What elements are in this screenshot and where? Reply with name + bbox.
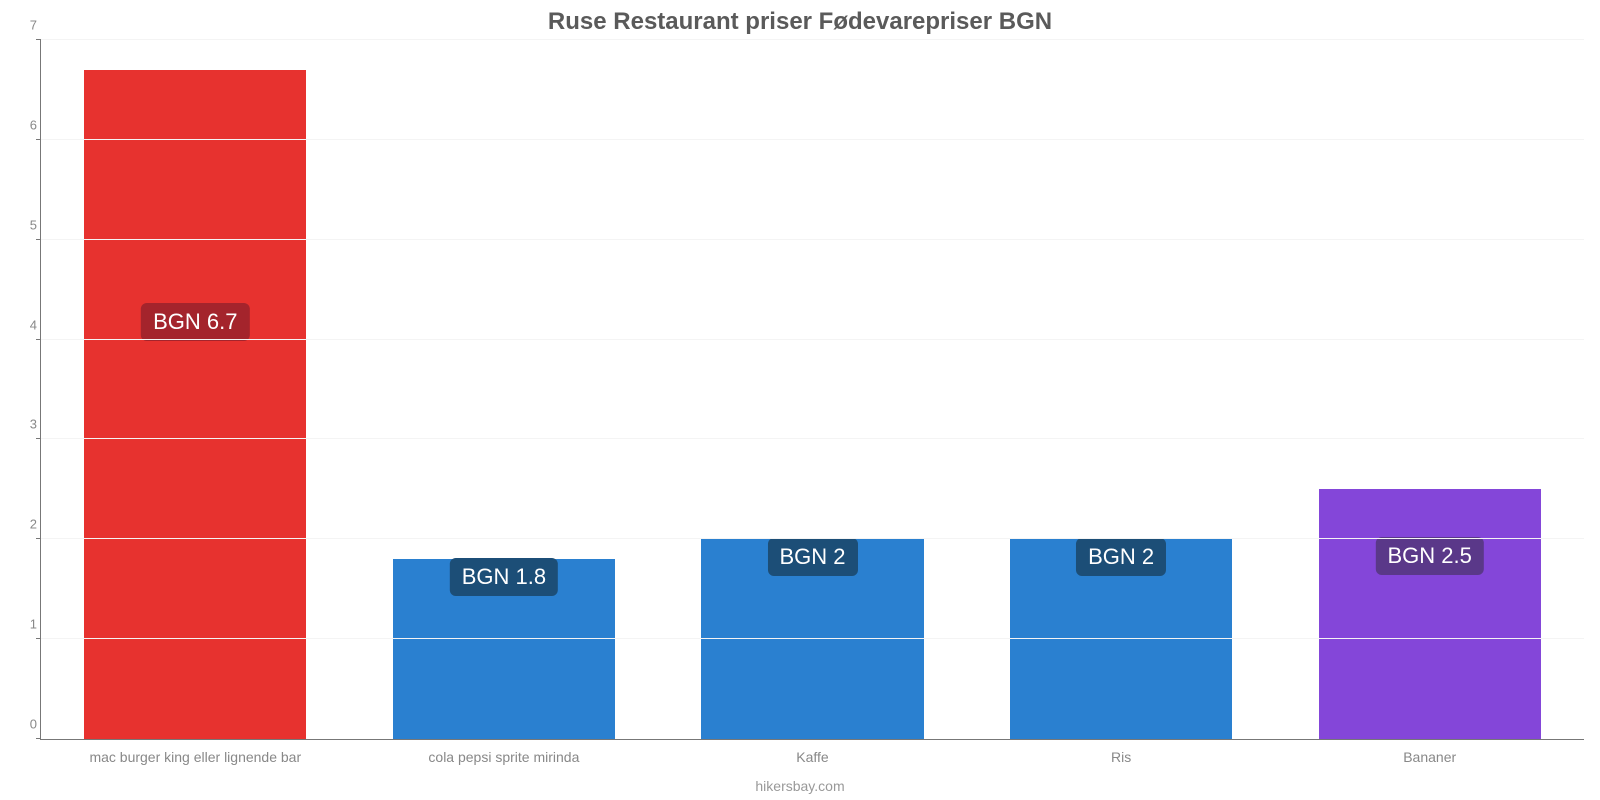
bar-value-badge: BGN 2.5 (1376, 537, 1484, 575)
y-tick-mark (36, 738, 41, 739)
y-tick-label: 7 (13, 18, 37, 33)
x-axis-label: mac burger king eller lignende bar (89, 749, 301, 765)
y-tick-mark (36, 638, 41, 639)
grid-line (41, 638, 1584, 639)
y-tick-label: 3 (13, 417, 37, 432)
grid-line (41, 139, 1584, 140)
x-axis-label: cola pepsi sprite mirinda (428, 749, 579, 765)
y-tick-mark (36, 139, 41, 140)
y-tick-mark (36, 438, 41, 439)
y-tick-label: 0 (13, 717, 37, 732)
x-axis-label: Ris (1111, 749, 1131, 765)
plot-area: BGN 6.7BGN 1.8BGN 2BGN 2BGN 2.5 01234567… (40, 40, 1584, 740)
grid-line (41, 239, 1584, 240)
bar-value-badge: BGN 2 (767, 538, 857, 576)
y-tick-label: 4 (13, 317, 37, 332)
y-tick-label: 5 (13, 217, 37, 232)
y-tick-label: 2 (13, 517, 37, 532)
y-tick-mark (36, 39, 41, 40)
chart-title: Ruse Restaurant priser Fødevarepriser BG… (0, 8, 1600, 36)
x-axis-label: Kaffe (796, 749, 828, 765)
y-tick-mark (36, 339, 41, 340)
price-bar-chart: Ruse Restaurant priser Fødevarepriser BG… (0, 0, 1600, 800)
x-axis-label: Bananer (1403, 749, 1456, 765)
grid-line (41, 39, 1584, 40)
bar-value-badge: BGN 6.7 (141, 303, 249, 341)
y-tick-mark (36, 538, 41, 539)
grid-line (41, 339, 1584, 340)
bar-value-badge: BGN 1.8 (450, 558, 558, 596)
bars-layer: BGN 6.7 BGN 1.8 BGN 2 BGN 2 BGN 2.5 (41, 40, 1584, 739)
grid-line (41, 538, 1584, 539)
y-tick-label: 6 (13, 117, 37, 132)
y-tick-label: 1 (13, 617, 37, 632)
bar-value-badge: BGN 2 (1076, 538, 1166, 576)
chart-footer: hikersbay.com (0, 778, 1600, 794)
y-tick-mark (36, 239, 41, 240)
grid-line (41, 438, 1584, 439)
bar (1319, 489, 1541, 739)
